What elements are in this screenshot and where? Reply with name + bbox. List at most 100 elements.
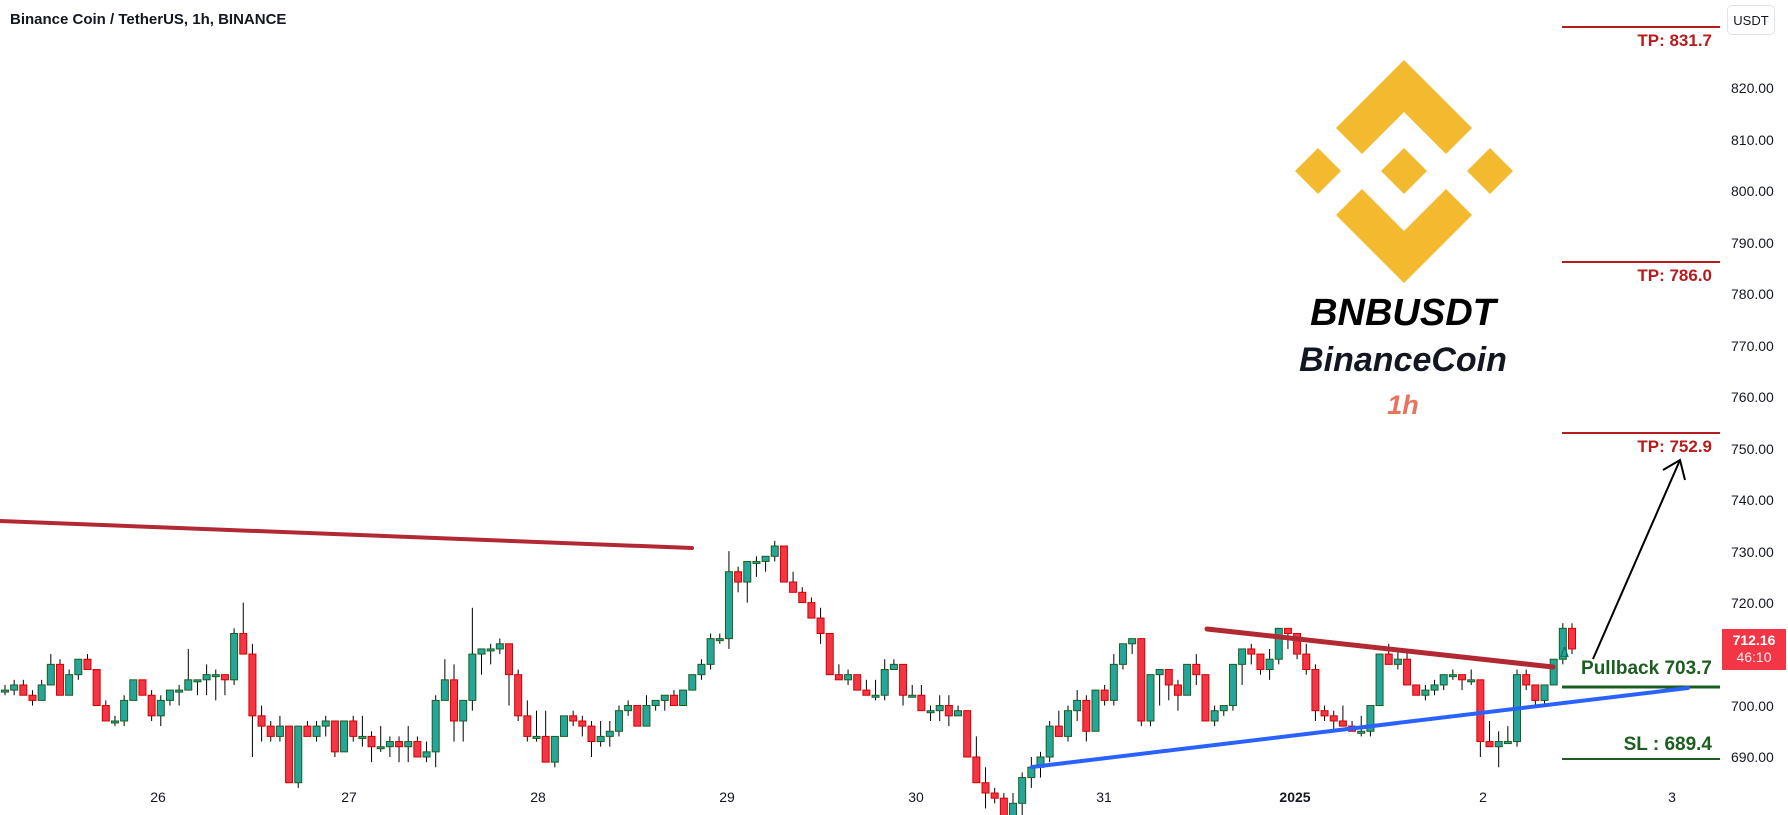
candle [1485,741,1494,748]
candle [440,679,449,701]
candle [706,638,715,665]
candle [1558,627,1567,660]
date-label: 30 [908,789,924,805]
candle [468,653,477,701]
sl-label: SL : 689.4 [1623,734,1712,755]
candle [367,735,376,748]
candle [431,699,440,753]
candle [1164,669,1173,686]
price-tick: 740.00 [1731,492,1774,508]
candle [422,751,431,758]
candle [495,643,504,650]
candle [1375,653,1384,707]
candle [1549,658,1558,686]
candle [596,735,605,743]
candle [459,699,468,722]
candle [981,782,990,794]
candle [862,689,871,696]
last-price-value: 712.16 [1732,632,1776,648]
candle [789,581,798,593]
date-label: 27 [341,789,357,805]
price-tick: 760.00 [1731,389,1774,405]
candle [1091,689,1100,732]
price-tick: 700.00 [1731,698,1774,714]
candle [37,684,46,701]
candle [880,669,889,696]
candle [1329,715,1338,722]
signal-marker-icon: Δ [1560,646,1569,661]
candle [587,725,596,743]
candle [1293,632,1302,655]
candle [541,735,550,763]
price-tick: 800.00 [1731,183,1774,199]
price-tick: 720.00 [1731,595,1774,611]
candle [303,725,312,737]
candle [899,663,908,696]
price-tick: 750.00 [1731,441,1774,457]
candle [1467,679,1476,683]
candle [1054,725,1063,737]
candle [1430,684,1439,691]
currency-button[interactable]: USDT [1727,5,1775,35]
candle [19,684,28,696]
candle [312,725,321,737]
level-lines [1562,26,1720,760]
candle [1439,674,1448,686]
price-tick: 790.00 [1731,235,1774,251]
candle [55,663,64,696]
date-label: 29 [719,789,735,805]
date-label: 31 [1096,789,1112,805]
candle [761,555,770,562]
candle [990,792,999,799]
candle [1100,689,1109,701]
candle [101,705,110,722]
candle [1137,638,1146,722]
pullback-label: Pullback 703.7 [1581,658,1712,679]
candle [1448,674,1457,678]
candle [120,699,129,722]
candle [715,638,724,642]
price-tick: 810.00 [1731,132,1774,148]
candle [1357,730,1366,734]
candle [92,669,101,707]
candle [1173,684,1182,696]
candle [889,663,898,671]
candle [395,741,404,748]
candle [385,741,394,748]
candle [697,663,706,676]
candle [156,699,165,717]
candle [1540,684,1549,701]
candle [202,674,211,681]
candle [349,720,358,737]
tp3-label: TP: 752.9 [1637,437,1712,456]
date-label: 3 [1668,789,1676,805]
candle [972,756,981,784]
candle [651,699,660,707]
candle [220,674,229,681]
candle [65,674,74,696]
candle [770,545,779,557]
date-label: 28 [530,789,546,805]
candle [1384,653,1393,665]
candle [1274,627,1283,660]
candle [669,694,678,707]
price-tick: 730.00 [1731,544,1774,560]
tp1-label: TP: 831.7 [1637,31,1712,50]
candle [963,710,972,758]
candle [550,735,559,763]
candle [514,674,523,717]
candle [1421,689,1430,696]
wedge-resistance-trendline [1204,626,1556,670]
candle [1073,699,1082,712]
candle [642,705,651,727]
candle [807,602,816,619]
candle [110,720,119,724]
candle [605,730,614,737]
candle [1192,663,1201,676]
candle [147,694,156,717]
candle [871,694,880,698]
candle [1183,663,1192,696]
trendlines[interactable] [0,519,1690,769]
projection-arrow-icon[interactable] [1592,458,1686,660]
